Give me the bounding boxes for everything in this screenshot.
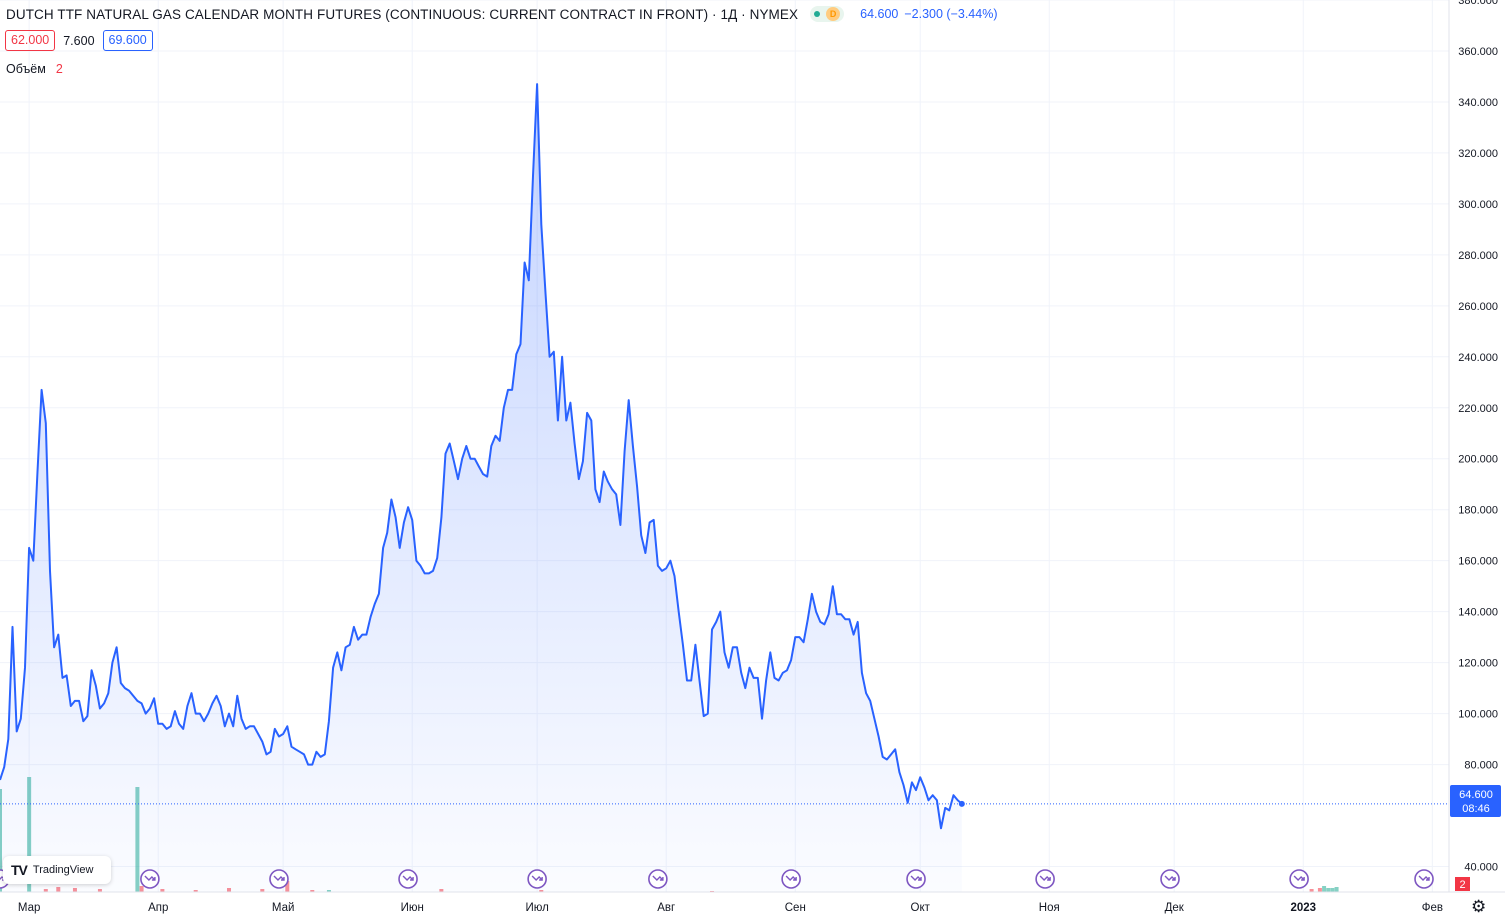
price-axis[interactable]: 40.000 80.000 100.000 120.000 140.000 160.000… bbox=[1458, 0, 1498, 874]
volume-tag: 2 bbox=[1455, 877, 1470, 891]
volume-tag-value: 2 bbox=[1459, 879, 1465, 891]
volume-label: Объём bbox=[6, 62, 46, 76]
y-tick-label: 140.000 bbox=[1458, 607, 1498, 619]
event-arrow-icon[interactable] bbox=[648, 869, 668, 889]
settings-gear-icon[interactable]: ⚙ bbox=[1471, 897, 1487, 916]
event-arrow-icon[interactable] bbox=[1414, 869, 1434, 889]
x-tick-label: Авг bbox=[657, 902, 675, 914]
y-tick-label: 240.000 bbox=[1458, 352, 1498, 364]
volume-legend[interactable]: Объём 2 bbox=[6, 62, 63, 76]
volume-bar bbox=[1317, 888, 1322, 892]
delayed-data-icon: D bbox=[826, 7, 841, 21]
x-tick-label: Май bbox=[272, 902, 295, 914]
last-price: 64.600 bbox=[860, 7, 899, 21]
spread-value: 7.600 bbox=[63, 33, 95, 48]
volume-bar bbox=[1326, 888, 1331, 892]
volume-bar bbox=[1334, 887, 1339, 892]
bid-price[interactable]: 62.000 bbox=[5, 30, 56, 51]
volume-bar bbox=[1322, 886, 1327, 892]
x-tick-label: Июн bbox=[401, 902, 424, 914]
last-price-tag: 64.600 08:46 bbox=[1450, 785, 1501, 817]
x-tick-label: 2023 bbox=[1290, 902, 1316, 914]
volume-bar bbox=[1309, 889, 1314, 892]
event-arrow-icon[interactable] bbox=[1160, 869, 1180, 889]
price-line bbox=[0, 83, 963, 830]
price-area-fill bbox=[0, 84, 962, 893]
y-tick-label: 300.000 bbox=[1458, 199, 1498, 211]
event-arrow-icon[interactable] bbox=[781, 869, 801, 889]
event-arrow-icon[interactable] bbox=[527, 869, 547, 889]
volume-bar bbox=[1330, 888, 1335, 892]
symbol-title[interactable]: DUTCH TTF NATURAL GAS CALENDAR MONTH FUT… bbox=[6, 6, 799, 22]
x-tick-label: Окт bbox=[911, 902, 931, 914]
market-status-badge[interactable]: D bbox=[810, 6, 845, 22]
last-price-tag-value: 64.600 bbox=[1459, 789, 1493, 801]
y-tick-label: 360.000 bbox=[1458, 46, 1498, 58]
y-tick-label: 180.000 bbox=[1458, 505, 1498, 517]
ask-price[interactable]: 69.600 bbox=[102, 30, 153, 51]
x-tick-label: Фев bbox=[1422, 902, 1443, 914]
price-change: −2.300 (−3.44%) bbox=[904, 7, 998, 21]
tradingview-logo[interactable]: TV TradingView bbox=[3, 856, 111, 884]
x-tick-label: Ноя bbox=[1039, 902, 1060, 914]
event-arrow-icon[interactable] bbox=[1035, 869, 1055, 889]
x-tick-label: Июл bbox=[525, 902, 548, 914]
y-tick-label: 200.000 bbox=[1458, 454, 1498, 466]
y-tick-label: 280.000 bbox=[1458, 250, 1498, 262]
tradingview-wordmark: TradingView bbox=[32, 864, 94, 876]
x-tick-label: Мар bbox=[18, 902, 41, 914]
x-tick-label: Сен bbox=[785, 902, 806, 914]
y-tick-label: 40.000 bbox=[1464, 862, 1498, 874]
market-open-dot-icon bbox=[814, 11, 821, 17]
y-tick-label: 380.000 bbox=[1458, 0, 1498, 7]
chart-header: DUTCH TTF NATURAL GAS CALENDAR MONTH FUT… bbox=[6, 6, 997, 22]
y-tick-label: 160.000 bbox=[1458, 556, 1498, 568]
last-price-tag-countdown: 08:46 bbox=[1462, 803, 1490, 815]
event-arrow-icon[interactable] bbox=[906, 869, 926, 889]
volume-value: 2 bbox=[55, 62, 63, 76]
y-tick-label: 120.000 bbox=[1458, 658, 1498, 670]
time-axis[interactable]: Мар Апр Май Июн Июл Авг Сен Окт Ноя Дек 2023 Фев bbox=[18, 902, 1443, 914]
bid-ask-row: 62.000 7.600 69.600 bbox=[5, 30, 153, 51]
volume-tag-bg bbox=[1455, 877, 1470, 891]
y-tick-label: 260.000 bbox=[1458, 301, 1498, 313]
event-arrow-icon[interactable] bbox=[140, 869, 160, 889]
x-tick-label: Апр bbox=[148, 902, 168, 914]
event-arrow-icon[interactable] bbox=[398, 869, 418, 889]
y-tick-label: 320.000 bbox=[1458, 148, 1498, 160]
x-tick-label: Дек bbox=[1165, 902, 1185, 914]
event-arrow-icon[interactable] bbox=[1289, 869, 1309, 889]
last-price-dot bbox=[958, 800, 965, 807]
y-tick-label: 100.000 bbox=[1458, 709, 1498, 721]
last-price-tag-bg bbox=[1450, 785, 1501, 817]
tradingview-logo-icon: TV bbox=[11, 862, 28, 878]
y-tick-label: 340.000 bbox=[1458, 97, 1498, 109]
event-arrow-icon[interactable] bbox=[269, 869, 289, 889]
y-tick-label: 220.000 bbox=[1458, 403, 1498, 415]
y-tick-label: 80.000 bbox=[1464, 760, 1498, 772]
